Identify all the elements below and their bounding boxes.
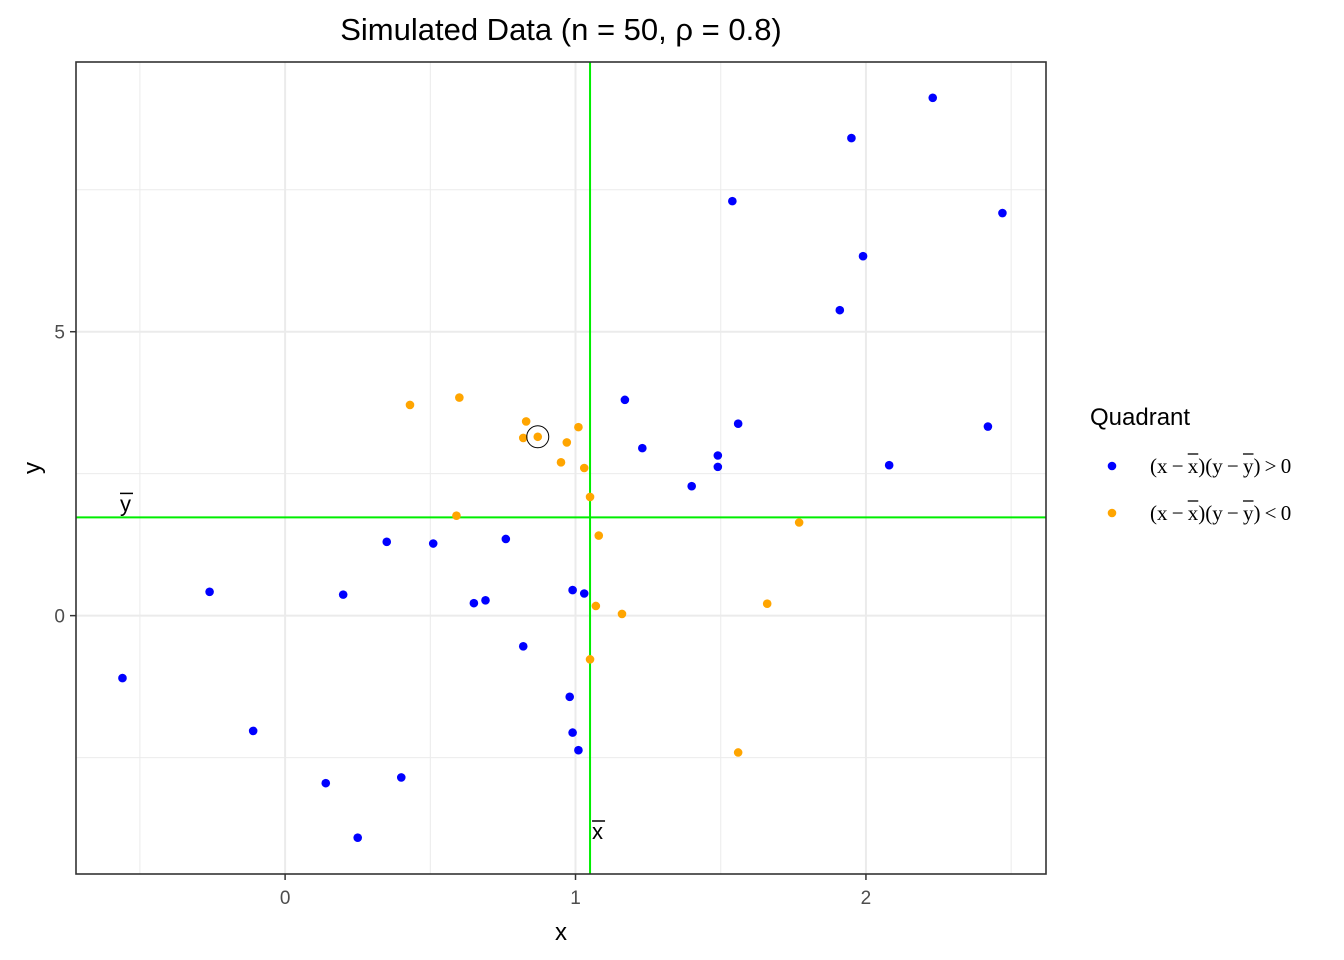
mean-labels: xy <box>120 491 606 844</box>
point-negative-product <box>585 492 595 502</box>
point-positive-product <box>481 596 490 605</box>
point-positive-product <box>518 641 528 651</box>
point-positive-product <box>353 833 363 842</box>
y-axis-title: y <box>19 462 46 474</box>
point-positive-product <box>565 692 575 702</box>
point-negative-product <box>533 432 543 442</box>
point-positive-product <box>579 589 589 598</box>
legend-key-1 <box>1107 461 1117 471</box>
grid-major <box>76 62 1046 874</box>
point-positive-product <box>713 462 723 472</box>
highlight-ring <box>526 425 550 449</box>
legend-label-2: (x − x)(y − y) < 0 <box>1150 501 1291 525</box>
y-tick-label: 0 <box>54 607 65 628</box>
point-positive-product <box>574 745 583 755</box>
point-positive-product <box>501 534 511 544</box>
grid-minor <box>76 62 1046 874</box>
point-positive-product <box>733 419 743 429</box>
point-positive-product <box>428 539 438 548</box>
point-negative-product <box>594 531 604 540</box>
highlight-layer <box>526 425 550 449</box>
x-tick-label: 1 <box>570 888 581 909</box>
point-negative-product <box>405 400 415 410</box>
x-axis-title: x <box>555 919 567 946</box>
point-positive-product <box>713 451 723 460</box>
y-axis-ticks: 05 <box>54 323 76 628</box>
point-positive-product <box>638 443 647 453</box>
data-points <box>118 93 1007 842</box>
point-positive-product <box>396 773 406 782</box>
point-positive-product <box>687 481 696 491</box>
point-negative-product <box>579 463 589 473</box>
point-positive-product <box>858 251 868 261</box>
x-tick-label: 0 <box>280 888 291 909</box>
x-axis-ticks: 0 1 2 <box>280 874 871 909</box>
point-positive-product <box>847 133 856 143</box>
point-positive-product <box>118 673 127 683</box>
point-negative-product <box>562 438 572 447</box>
point-negative-product <box>591 601 601 611</box>
plot-background <box>76 62 1046 874</box>
point-negative-product <box>452 511 461 520</box>
y-tick-label: 5 <box>54 323 65 344</box>
legend-key-2 <box>1107 508 1117 518</box>
point-positive-product <box>469 598 479 608</box>
point-negative-product <box>762 599 772 609</box>
x-mean-label: x <box>592 819 603 844</box>
point-positive-product <box>620 395 630 405</box>
point-negative-product <box>521 417 531 426</box>
point-positive-product <box>205 587 214 597</box>
point-positive-product <box>568 585 577 595</box>
legend-label-1: (x − x)(y − y) > 0 <box>1150 454 1291 478</box>
point-positive-product <box>983 422 993 431</box>
point-positive-product <box>568 728 577 737</box>
point-negative-product <box>556 458 566 467</box>
point-negative-product <box>617 609 627 619</box>
mean-lines <box>76 62 1046 874</box>
point-negative-product <box>574 422 583 432</box>
point-positive-product <box>928 93 938 103</box>
point-positive-product <box>998 208 1007 218</box>
point-positive-product <box>248 726 258 736</box>
point-negative-product <box>585 655 595 664</box>
legend: Quadrant (x − x)(y − y) > 0 (x − x)(y − y… <box>1090 404 1291 525</box>
legend-title: Quadrant <box>1090 404 1190 431</box>
point-positive-product <box>321 778 331 788</box>
point-negative-product <box>794 518 804 527</box>
point-positive-product <box>884 460 894 470</box>
point-positive-product <box>728 196 737 206</box>
point-negative-product <box>455 393 464 402</box>
x-tick-label: 2 <box>861 888 872 909</box>
y-mean-label: y <box>120 491 131 516</box>
point-negative-product <box>733 748 743 757</box>
plot-panel: xy <box>75 61 1047 875</box>
point-positive-product <box>382 537 392 547</box>
point-positive-product <box>835 305 845 315</box>
point-positive-product <box>338 590 348 599</box>
point-negative-product <box>518 433 528 443</box>
plot-border <box>75 61 1047 875</box>
chart-title: Simulated Data (n = 50, ρ = 0.8) <box>340 12 782 47</box>
